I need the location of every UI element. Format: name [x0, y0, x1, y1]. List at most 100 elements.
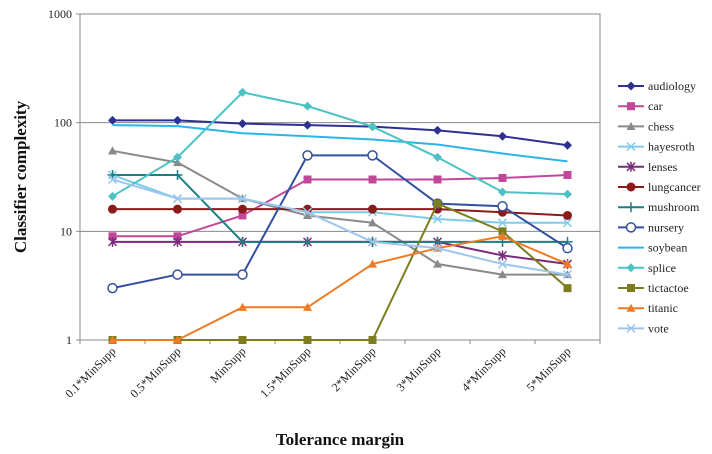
data-point	[302, 207, 313, 217]
data-point	[108, 146, 117, 155]
series-vote	[107, 174, 573, 280]
legend-marker	[626, 161, 636, 172]
series-line	[112, 208, 568, 217]
x-tick-label: 5*MinSupp	[524, 344, 574, 394]
series-soybean	[112, 124, 568, 163]
data-point	[562, 218, 573, 228]
data-point	[172, 169, 183, 180]
legend: audiology car chess hayesroth lenses lungcanc…	[618, 79, 701, 335]
y-tick-label: 10	[60, 224, 72, 238]
data-point	[368, 175, 377, 184]
data-point	[433, 152, 442, 162]
data-point	[368, 218, 377, 227]
series-splice	[108, 87, 572, 201]
data-point	[498, 231, 507, 240]
x-axis-title: Tolerance margin	[276, 430, 405, 449]
data-point	[563, 189, 572, 199]
legend-item: soybean	[618, 241, 687, 255]
data-point	[238, 211, 247, 220]
legend-item: mushroom	[618, 200, 700, 214]
y-tick-label: 100	[54, 116, 72, 130]
data-point	[497, 259, 508, 269]
series-line	[111, 91, 568, 198]
legend-marker	[626, 182, 636, 192]
y-axis-title: Classifier complexity	[11, 100, 30, 253]
data-point	[497, 201, 508, 212]
legend-label: lenses	[648, 160, 678, 174]
data-point	[107, 169, 118, 180]
legend-item: vote	[618, 321, 669, 335]
data-point	[303, 175, 312, 184]
x-tick-label: 0.5*MinSupp	[127, 344, 183, 400]
data-point	[432, 243, 443, 253]
x-tick-label: 3*MinSupp	[394, 344, 444, 394]
data-point	[368, 336, 377, 344]
series-line	[112, 124, 568, 163]
data-point	[498, 270, 507, 279]
legend-marker	[626, 323, 636, 333]
data-point	[303, 120, 312, 130]
data-point	[563, 210, 572, 220]
data-point	[237, 194, 248, 204]
data-point	[303, 210, 312, 220]
legend-marker	[626, 142, 636, 152]
series-line	[112, 149, 568, 276]
legend-marker	[626, 81, 636, 91]
legend-item: nursery	[618, 220, 684, 234]
series-line	[112, 173, 568, 243]
data-point	[237, 269, 248, 280]
legend-item: chess	[618, 119, 674, 133]
data-point	[302, 150, 313, 161]
data-point	[432, 214, 443, 224]
legend-item: lungcancer	[618, 180, 701, 194]
series-mushroom	[107, 169, 573, 247]
data-point	[433, 199, 442, 208]
data-point	[173, 157, 182, 167]
data-point	[367, 237, 378, 247]
data-point	[368, 122, 377, 132]
legend-marker	[626, 121, 636, 130]
series-audiology	[108, 115, 572, 150]
data-point	[107, 174, 118, 185]
legend-item: hayesroth	[618, 140, 695, 154]
legend-label: mushroom	[648, 200, 700, 214]
legend-item: audiology	[618, 79, 696, 93]
data-point	[303, 101, 312, 111]
y-axis-ticks: 1 10 100 1000	[48, 7, 80, 347]
y-tick-label: 1000	[48, 7, 72, 21]
legend-label: hayesroth	[648, 140, 695, 154]
data-point	[108, 232, 117, 241]
data-point	[562, 270, 573, 280]
legend-label: lungcancer	[648, 180, 701, 194]
legend-label: tictactoe	[648, 281, 689, 295]
data-point	[237, 236, 248, 247]
legend-label: soybean	[648, 241, 687, 255]
data-point	[433, 125, 442, 135]
legend-label: titanic	[648, 301, 678, 315]
series-line	[112, 178, 568, 276]
data-point	[368, 204, 377, 214]
data-point	[368, 259, 377, 268]
data-point	[173, 232, 182, 241]
data-point	[563, 140, 572, 150]
data-point	[238, 302, 247, 311]
data-point	[367, 150, 378, 161]
data-point	[563, 259, 572, 268]
legend-label: vote	[648, 321, 669, 335]
x-tick-label: MinSupp	[207, 344, 248, 385]
data-point	[172, 194, 183, 204]
series-line	[112, 173, 568, 238]
data-point	[173, 115, 182, 125]
data-point	[172, 269, 183, 280]
legend-item: car	[618, 99, 663, 113]
legend-label: nursery	[648, 220, 684, 234]
data-point	[238, 87, 247, 97]
data-point	[498, 173, 507, 182]
data-point	[433, 175, 442, 184]
series-line	[112, 119, 568, 147]
legend-label: splice	[648, 261, 676, 275]
legend-marker	[625, 222, 637, 233]
data-point	[562, 242, 573, 254]
series-line	[112, 154, 569, 290]
